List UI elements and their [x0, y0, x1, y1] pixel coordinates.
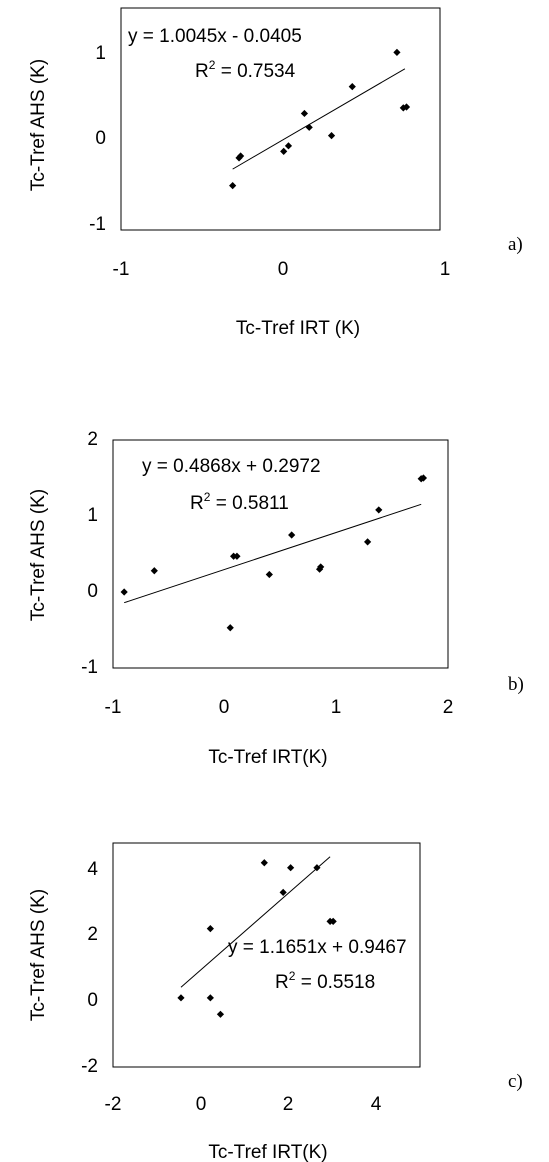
equation-c: y = 1.1651x + 0.9467 [228, 937, 407, 958]
x-tick-label-b-1: -1 [105, 697, 122, 718]
data-point-c-10 [329, 917, 337, 925]
y-axis-label-b: Tc-Tref AHS (K) [28, 489, 49, 621]
r-squared-symbol-b: R [190, 493, 204, 514]
y-tick-label-c-1: 4 [87, 859, 98, 880]
y-tick-label-b-3: 0 [87, 581, 98, 602]
data-point-b-11 [375, 506, 383, 514]
data-point-b-7 [288, 531, 296, 539]
r-squared-value-c: = 0.5518 [295, 972, 375, 993]
y-axis-label-c: Tc-Tref AHS (K) [28, 889, 49, 1021]
data-point-b-10 [364, 538, 372, 546]
panel-b: 2 1 0 -1 -1 0 1 2 Tc-Tref IRT(K) Tc-Tref… [28, 429, 524, 768]
data-point-c-5 [260, 859, 268, 867]
data-point-b-3 [226, 624, 234, 632]
r-squared-exponent-b: 2 [204, 490, 211, 504]
data-point-b-5 [233, 552, 241, 560]
data-point-b-13 [419, 474, 428, 482]
x-tick-label-c-3: 2 [283, 1094, 294, 1115]
equation-a: y = 1.0045x - 0.0405 [128, 26, 302, 47]
data-point-b-1 [120, 588, 128, 596]
panel-c: 4 2 0 -2 -2 0 2 4 Tc-Tref IRT(K) Tc-Tref… [28, 842, 523, 1162]
data-point-c-4 [216, 1010, 225, 1018]
marks-b [120, 474, 428, 632]
data-point-b-2 [150, 567, 158, 575]
data-point-a-4 [280, 147, 288, 155]
x-tick-label-c-2: 0 [196, 1094, 207, 1115]
plot-frame-c [112, 842, 421, 1068]
data-point-a-7 [305, 123, 313, 131]
data-point-a-6 [300, 109, 309, 118]
y-tick-label-b-1: 2 [87, 429, 98, 450]
x-tick-label-a-3: 1 [440, 259, 451, 280]
data-point-a-1 [229, 182, 237, 190]
x-axis-label-b: Tc-Tref IRT(K) [208, 747, 327, 768]
trendline-a [232, 68, 406, 170]
data-point-a-3 [237, 152, 245, 160]
r-squared-b: R2 = 0.5811 [190, 490, 289, 514]
panel-a: 1 0 -1 -1 0 1 Tc-Tref IRT (K) Tc-Tref AH… [28, 7, 523, 339]
data-point-a-12 [402, 103, 411, 111]
data-point-c-1 [177, 994, 185, 1002]
data-point-c-7 [287, 864, 295, 872]
x-tick-label-a-2: 0 [278, 259, 289, 280]
x-tick-label-b-3: 1 [331, 697, 342, 718]
x-tick-label-b-4: 2 [443, 697, 454, 718]
r-squared-a: R2 = 0.7534 [195, 58, 296, 82]
y-tick-label-c-2: 2 [87, 924, 98, 945]
r-squared-exponent-c: 2 [289, 969, 296, 983]
panel-label-b: b) [508, 674, 524, 695]
data-point-c-8 [313, 864, 321, 872]
y-tick-label-b-2: 1 [87, 505, 98, 526]
r-squared-symbol-a: R [195, 61, 209, 82]
y-tick-label-a-3: -1 [89, 214, 106, 235]
plot-frame-a [120, 7, 441, 231]
x-axis-label-c: Tc-Tref IRT(K) [208, 1142, 327, 1162]
data-point-b-6 [265, 570, 273, 579]
x-tick-label-b-2: 0 [219, 697, 230, 718]
y-axis-label-a: Tc-Tref AHS (K) [28, 59, 49, 191]
data-point-a-10 [393, 48, 401, 56]
panel-label-a: a) [508, 234, 523, 255]
y-tick-label-c-3: 0 [87, 990, 98, 1011]
data-point-b-9 [317, 563, 325, 571]
data-point-a-8 [327, 132, 336, 140]
marks-a [229, 48, 411, 190]
y-tick-label-a-1: 1 [95, 43, 106, 64]
data-point-c-6 [279, 888, 287, 897]
data-point-a-5 [284, 142, 293, 150]
r-squared-value-b: = 0.5811 [210, 493, 288, 514]
x-tick-label-c-4: 4 [371, 1094, 382, 1115]
data-point-c-3 [206, 994, 214, 1002]
r-squared-c: R2 = 0.5518 [275, 969, 375, 993]
x-axis-label-a: Tc-Tref IRT (K) [236, 318, 360, 339]
data-point-c-2 [206, 925, 214, 933]
equation-b: y = 0.4868x + 0.2972 [142, 456, 321, 477]
y-tick-label-a-2: 0 [95, 128, 106, 149]
y-tick-label-b-4: -1 [81, 657, 98, 678]
y-tick-label-c-4: -2 [81, 1056, 98, 1077]
data-point-a-9 [348, 83, 356, 91]
r-squared-exponent-a: 2 [209, 58, 216, 72]
marks-c [177, 856, 337, 1018]
trendline-c [180, 856, 331, 988]
trendline-b [124, 503, 422, 604]
plot-frame-b [112, 439, 449, 669]
r-squared-symbol-c: R [275, 972, 289, 993]
r-squared-value-a: = 0.7534 [215, 61, 295, 82]
panel-label-c: c) [508, 1071, 523, 1092]
x-tick-label-c-1: -2 [105, 1094, 122, 1115]
x-tick-label-a-1: -1 [113, 259, 130, 280]
